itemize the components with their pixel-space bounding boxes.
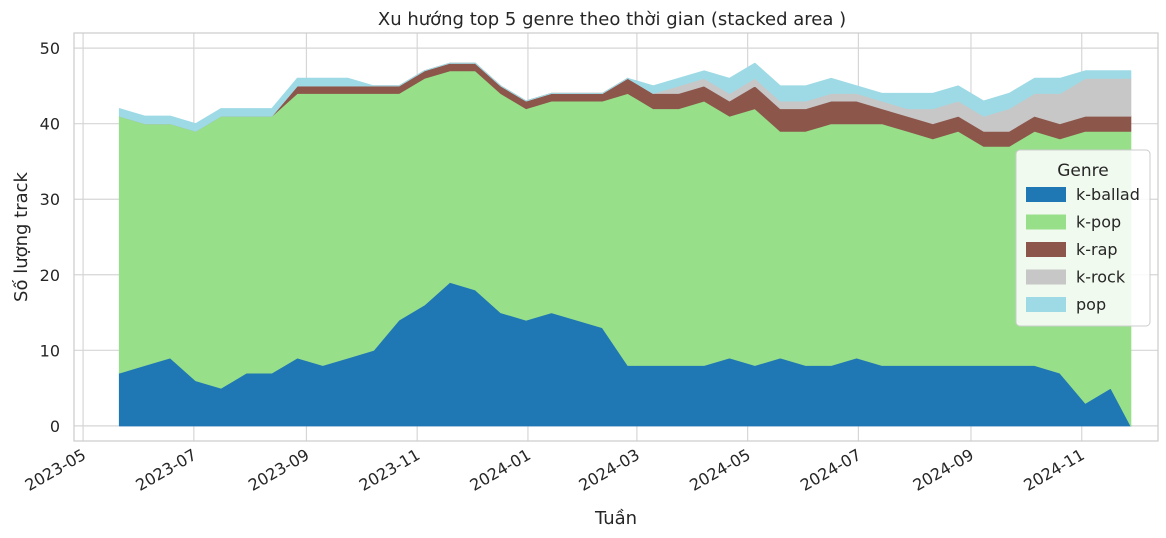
y-tick-label: 40: [40, 115, 60, 134]
legend-title: Genre: [1057, 161, 1108, 181]
y-tick-label: 30: [40, 190, 60, 209]
legend-swatch-k-pop: [1026, 214, 1066, 230]
plot-frame: [73, 32, 1159, 442]
legend-swatch-k-rock: [1026, 269, 1066, 285]
y-tick-label: 0: [50, 417, 60, 436]
x-axis-title: Tuần: [594, 508, 637, 529]
legend-label-k-rap: k-rap: [1076, 240, 1118, 259]
y-tick-label: 50: [40, 39, 60, 58]
legend-label-pop: pop: [1076, 295, 1106, 314]
y-tick-label: 10: [40, 341, 60, 360]
legend-swatch-pop: [1026, 297, 1066, 312]
y-axis-title: Số lượng track: [11, 171, 32, 302]
legend: Genre k-ballad k-pop k-rap k-rock pop: [1015, 149, 1151, 327]
legend-swatch-k-rap: [1026, 242, 1066, 257]
area-series-group: [118, 62, 1132, 427]
legend-label-k-ballad: k-ballad: [1076, 185, 1140, 204]
legend-swatch-k-ballad: [1026, 187, 1066, 202]
legend-label-k-rock: k-rock: [1076, 268, 1126, 287]
legend-label-k-pop: k-pop: [1076, 213, 1121, 232]
y-tick-labels: 0 10 20 30 40 50: [40, 39, 60, 436]
area-series-pop: [118, 62, 1132, 132]
y-tick-label: 20: [40, 266, 60, 285]
chart-title: Xu hướng top 5 genre theo thời gian (sta…: [378, 9, 846, 30]
